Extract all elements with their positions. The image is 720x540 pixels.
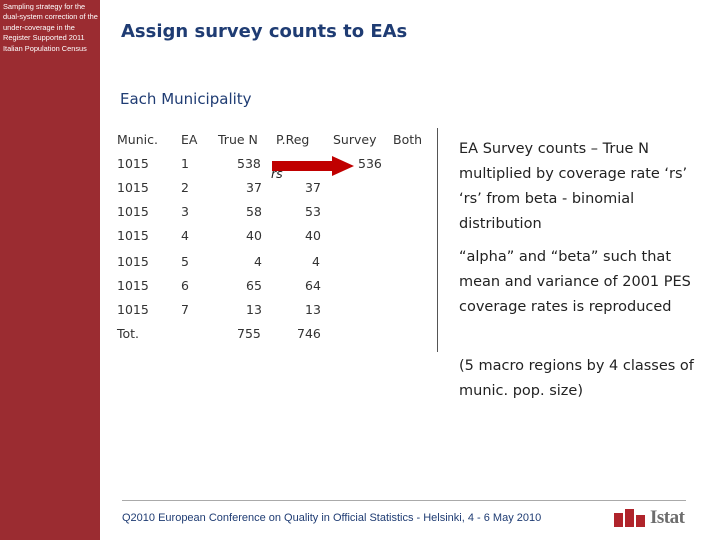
footer-divider xyxy=(122,500,686,501)
table-cell: 40 xyxy=(305,228,321,243)
table-cell: 5 xyxy=(181,254,189,269)
header-both: Both xyxy=(393,132,423,147)
table-cell: 4 xyxy=(312,254,320,269)
table-cell: 1015 xyxy=(117,228,149,243)
total-p-reg: 746 xyxy=(297,326,321,341)
header-munic: Munic. xyxy=(117,132,158,147)
slide-title: Assign survey counts to EAs xyxy=(121,21,408,42)
sidebar-caption: Sampling strategy for the dual-system co… xyxy=(3,2,98,53)
istat-logo-icon xyxy=(614,509,645,527)
rs-arrow-icon xyxy=(272,156,354,176)
table-cell: 1015 xyxy=(117,254,149,269)
table-cell: 58 xyxy=(246,204,262,219)
explanation-line-1: EA Survey counts – True N multiplied by … xyxy=(459,141,688,182)
header-p-reg: P.Reg xyxy=(276,132,310,147)
table-cell: 2 xyxy=(181,180,189,195)
table-cell: 1015 xyxy=(117,156,149,171)
table-cell: 7 xyxy=(181,302,189,317)
table-cell: 37 xyxy=(246,180,262,195)
arrow-label: rs xyxy=(271,166,283,181)
table-cell: 64 xyxy=(305,278,321,293)
table-cell: 536 xyxy=(358,156,382,171)
istat-logo-text: Istat xyxy=(650,507,685,528)
table-cell: 1015 xyxy=(117,180,149,195)
table-cell: 6 xyxy=(181,278,189,293)
total-true-n: 755 xyxy=(237,326,261,341)
table-cell: 538 xyxy=(237,156,261,171)
footer-caption: Q2010 European Conference on Quality in … xyxy=(122,512,542,524)
explanation-line-4: (5 macro regions by 4 classes of munic. … xyxy=(459,358,694,399)
header-survey: Survey xyxy=(333,132,377,147)
table-cell: 4 xyxy=(254,254,262,269)
table-cell: 1015 xyxy=(117,278,149,293)
header-true-n: True N xyxy=(218,132,258,147)
table-cell: 4 xyxy=(181,228,189,243)
sidebar-band xyxy=(0,0,100,540)
total-label: Tot. xyxy=(117,326,140,341)
table-cell: 65 xyxy=(246,278,262,293)
table-cell: 13 xyxy=(305,302,321,317)
table-cell: 40 xyxy=(246,228,262,243)
explanation-line-2: ‘rs’ from beta - binomial distribution xyxy=(459,191,635,232)
table-cell: 37 xyxy=(305,180,321,195)
table-cell: 53 xyxy=(305,204,321,219)
table-cell: 3 xyxy=(181,204,189,219)
table-cell: 1015 xyxy=(117,302,149,317)
table-cell: 1 xyxy=(181,156,189,171)
explanation-line-3: “alpha” and “beta” such that mean and va… xyxy=(459,249,691,315)
slide-subtitle: Each Municipality xyxy=(120,90,252,108)
divider-line xyxy=(437,128,438,352)
table-cell: 1015 xyxy=(117,204,149,219)
header-ea: EA xyxy=(181,132,198,147)
table-cell: 13 xyxy=(246,302,262,317)
